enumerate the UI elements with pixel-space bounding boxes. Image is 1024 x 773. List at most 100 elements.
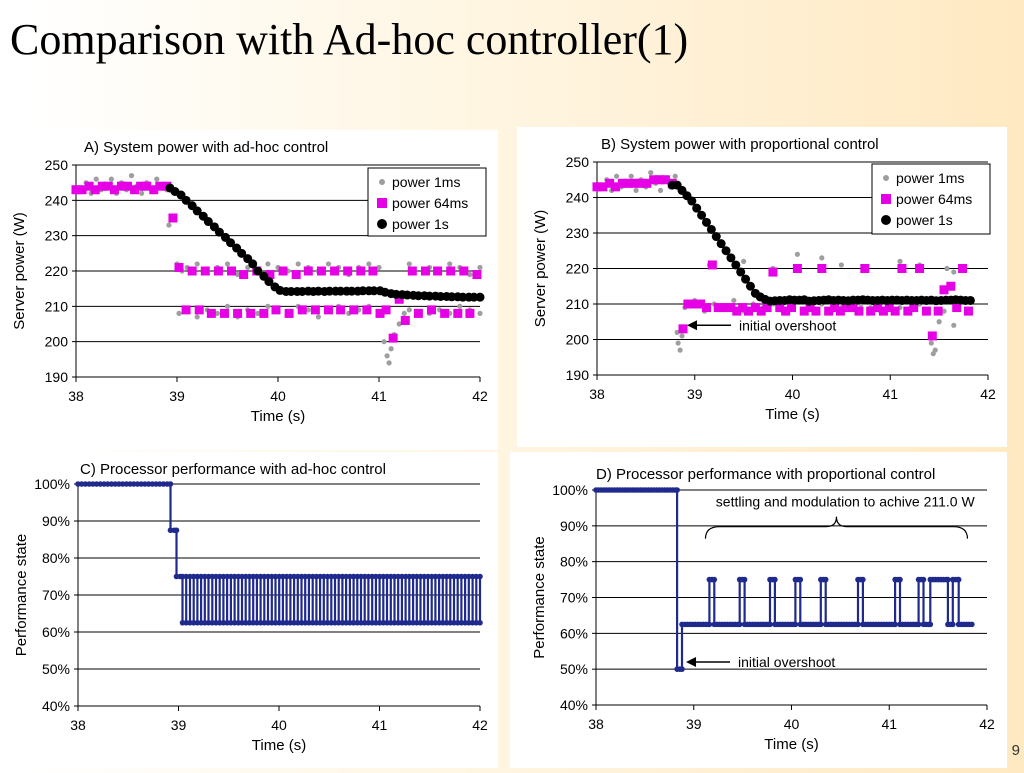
- chart-a-title: A) System power with ad-hoc control: [84, 139, 328, 156]
- y-tick-label: 190: [45, 369, 69, 385]
- data-point-64ms: [213, 266, 223, 276]
- chart-b-legend: [871, 163, 991, 235]
- data-point-64ms: [841, 303, 851, 313]
- data-point-64ms: [271, 305, 281, 315]
- data-point-64ms: [446, 266, 456, 276]
- y-tick-label: 80%: [42, 550, 70, 566]
- y-tick-label: 50%: [42, 661, 70, 677]
- y-tick-label: 100%: [34, 476, 70, 492]
- data-point-64ms: [921, 306, 931, 316]
- data-point-64ms: [130, 185, 140, 195]
- data-point-1s: [181, 195, 191, 205]
- data-point-64ms: [278, 266, 288, 276]
- performance-marker: [949, 621, 956, 628]
- performance-marker: [706, 621, 713, 628]
- performance-marker: [897, 576, 903, 583]
- data-point-64ms: [623, 178, 633, 188]
- data-point-1ms: [731, 297, 737, 304]
- data-point-64ms: [605, 178, 615, 188]
- y-tick-label: 60%: [42, 624, 70, 640]
- data-point-64ms: [181, 305, 191, 315]
- x-tick-label: 38: [588, 716, 604, 732]
- data-point-64ms: [617, 178, 627, 188]
- data-point-1ms: [325, 261, 332, 267]
- data-point-64ms: [909, 303, 919, 313]
- chart-a-panel: A) System power with ad-hoc control 190 20…: [0, 130, 498, 450]
- data-point-1ms: [305, 307, 311, 313]
- data-point-64ms: [873, 303, 883, 313]
- data-point-1ms: [128, 173, 135, 179]
- data-point-1ms: [401, 310, 407, 316]
- x-tick-label: 40: [270, 388, 286, 404]
- data-point-64ms: [860, 264, 870, 273]
- data-point-64ms: [830, 303, 840, 313]
- data-point-1ms: [176, 310, 182, 316]
- data-point-64ms: [453, 308, 463, 318]
- data-point-64ms: [90, 185, 100, 195]
- data-point-64ms: [598, 182, 608, 192]
- x-tick-label: 42: [980, 386, 996, 402]
- performance-line: [78, 482, 482, 624]
- data-point-64ms: [762, 303, 772, 313]
- legend-marker: [883, 175, 889, 181]
- data-point-1ms: [819, 255, 825, 261]
- data-point-1ms: [951, 322, 957, 328]
- data-point-64ms: [890, 306, 900, 316]
- data-point-64ms: [233, 308, 243, 318]
- chart-d: D) Processor performance with proportion…: [531, 466, 995, 753]
- data-point-1ms: [677, 347, 683, 353]
- data-point-64ms: [683, 299, 693, 309]
- y-axis-label: Performance state: [531, 536, 548, 659]
- data-point-64ms: [915, 264, 925, 273]
- data-point-1s: [203, 217, 213, 227]
- data-point-1s: [253, 266, 263, 276]
- slide-page-number: 9: [1011, 742, 1020, 759]
- data-point-1ms: [194, 314, 200, 320]
- data-point-1ms: [265, 261, 271, 267]
- data-point-1ms: [941, 308, 947, 314]
- data-point-64ms: [750, 303, 760, 313]
- data-point-64ms: [219, 308, 229, 318]
- data-point-64ms: [239, 270, 249, 280]
- data-point-64ms: [440, 308, 450, 318]
- data-point-64ms: [310, 305, 320, 315]
- chart-c-title: C) Processor performance with ad-hoc con…: [80, 461, 386, 478]
- performance-marker: [915, 621, 922, 628]
- performance-marker: [772, 576, 778, 583]
- data-point-1ms: [928, 340, 934, 346]
- data-point-64ms: [459, 266, 469, 276]
- performance-marker: [818, 621, 824, 628]
- data-point-64ms: [817, 264, 827, 273]
- y-tick-label: 40%: [42, 698, 70, 714]
- performance-marker: [167, 481, 174, 487]
- data-point-64ms: [719, 303, 729, 313]
- data-point-1ms: [944, 265, 950, 272]
- data-point-64ms: [958, 264, 968, 273]
- data-point-64ms: [291, 270, 301, 280]
- x-tick-label: 39: [169, 388, 185, 404]
- data-point-64ms: [155, 181, 165, 191]
- data-point-1ms: [936, 319, 942, 325]
- y-axis-label: Server power (W): [11, 212, 28, 330]
- data-point-64ms: [811, 306, 821, 316]
- data-point-64ms: [324, 305, 333, 315]
- y-tick-label: 250: [45, 157, 69, 173]
- x-tick-label: 38: [70, 717, 86, 733]
- data-point-64ms: [103, 181, 113, 191]
- data-point-1ms: [467, 271, 473, 278]
- performance-marker: [822, 576, 829, 583]
- data-point-64ms: [71, 185, 81, 195]
- data-point-1ms: [628, 173, 634, 179]
- data-point-64ms: [792, 264, 802, 273]
- performance-marker: [711, 576, 718, 583]
- data-point-64ms: [848, 303, 858, 313]
- data-point-64ms: [349, 305, 359, 315]
- data-point-1ms: [366, 261, 372, 267]
- data-point-64ms: [97, 181, 107, 191]
- data-point-64ms: [854, 306, 864, 316]
- data-point-64ms: [655, 175, 665, 185]
- data-point-1ms: [932, 347, 938, 353]
- data-point-1s: [736, 267, 746, 277]
- legend-marker: [881, 194, 891, 204]
- data-point-1ms: [235, 271, 241, 278]
